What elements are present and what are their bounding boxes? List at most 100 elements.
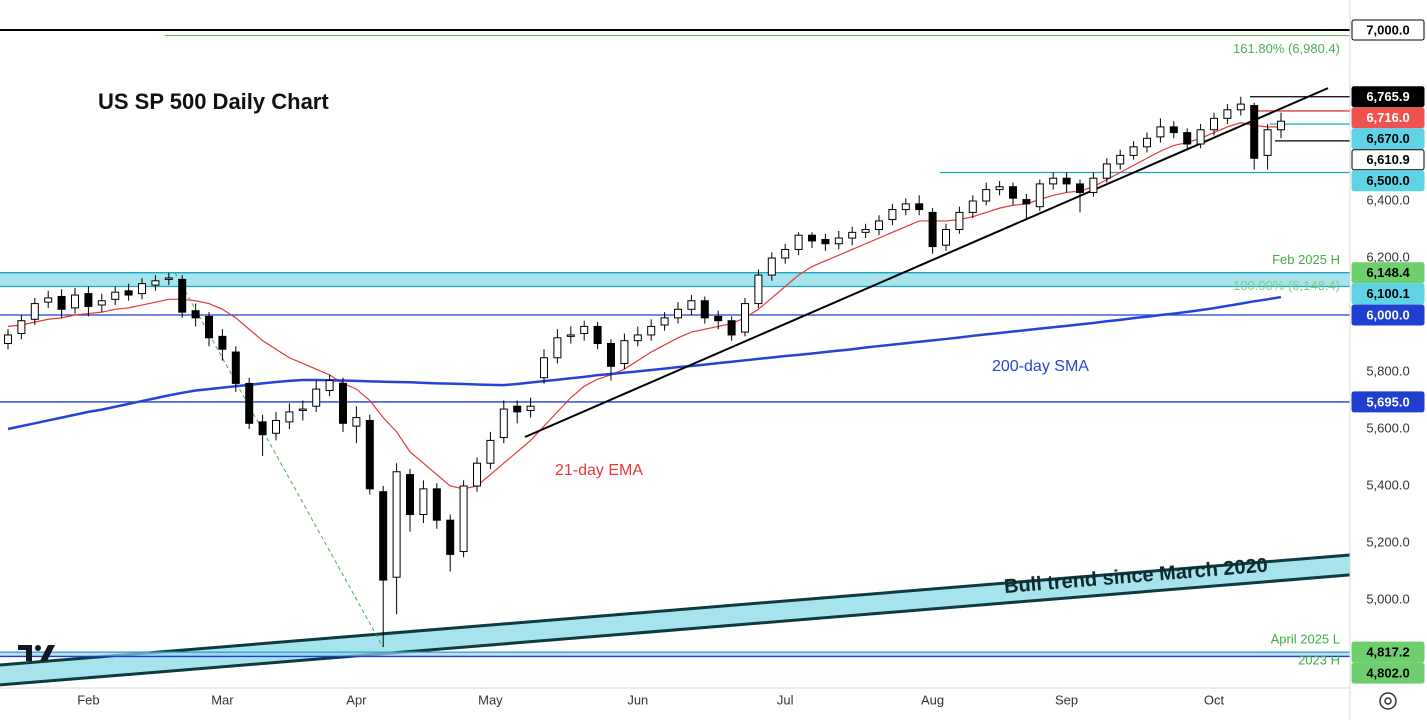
- candle-body: [901, 203, 910, 211]
- candle-body: [164, 277, 173, 280]
- y-tick-label: 5,000.0: [1366, 591, 1409, 606]
- settings-icon[interactable]: [1379, 692, 1397, 710]
- candle-body: [1022, 199, 1031, 205]
- candle-body: [231, 351, 240, 384]
- price-tag: [1351, 19, 1425, 41]
- candle-body: [339, 382, 347, 424]
- candle-body: [754, 274, 763, 305]
- price-tag: [1351, 641, 1425, 663]
- x-tick-label: Jun: [627, 692, 648, 707]
- candle-body: [1210, 117, 1218, 131]
- candle-body: [1263, 129, 1272, 156]
- candle-body: [432, 488, 441, 521]
- candle-body: [1156, 126, 1165, 138]
- y-tick-label: 6,200.0: [1366, 249, 1409, 264]
- candle-body: [124, 290, 133, 296]
- y-tick-label: 6,400.0: [1366, 192, 1409, 207]
- candle-body: [1116, 154, 1125, 165]
- candle-body: [473, 462, 481, 487]
- price-tag-label: 6,500.0: [1366, 173, 1409, 188]
- candle-body: [727, 320, 736, 336]
- sma-label: 200-day SMA: [992, 358, 1089, 375]
- candle-body: [767, 257, 776, 276]
- x-tick-label: Apr: [346, 692, 367, 707]
- x-tick-label: Aug: [921, 692, 944, 707]
- channel-upper: [0, 553, 1351, 667]
- price-tag: [1351, 170, 1425, 192]
- candle-body: [486, 439, 495, 464]
- candle-body: [982, 189, 991, 202]
- candle-body: [1196, 129, 1205, 145]
- candle-body: [17, 320, 26, 335]
- candle-body: [834, 237, 843, 245]
- candle-body: [861, 229, 870, 233]
- price-tag: [1351, 86, 1425, 108]
- candle-body: [1129, 146, 1138, 156]
- y-tick-label: 5,200.0: [1366, 534, 1409, 549]
- candle-body: [1089, 177, 1098, 193]
- candle-body: [258, 421, 267, 436]
- x-tick-label: Jul: [777, 692, 794, 707]
- candle-body: [540, 357, 548, 379]
- candle-body: [1183, 132, 1192, 145]
- candle-body: [4, 334, 12, 345]
- candle-body: [205, 315, 213, 339]
- candle-body: [392, 471, 401, 578]
- candle-body: [848, 231, 857, 239]
- indicator-line: [7, 122, 1281, 490]
- candle-body: [245, 382, 254, 424]
- candle-body: [1076, 183, 1084, 193]
- candle-body: [1236, 103, 1245, 111]
- candle-body: [1062, 177, 1071, 185]
- x-tick-label: Sep: [1055, 692, 1078, 707]
- level-name: 2023 H: [1298, 653, 1340, 668]
- candle-body: [84, 293, 93, 307]
- price-tag: [1351, 149, 1425, 171]
- candle-body: [593, 325, 602, 344]
- candle-body: [1277, 120, 1285, 131]
- candle-body: [607, 343, 615, 367]
- x-tick-label: Mar: [211, 692, 234, 707]
- candle-body: [459, 485, 468, 553]
- price-tag-label: 6,000.0: [1366, 307, 1409, 322]
- plot-area: [0, 29, 1351, 687]
- candle-body: [499, 408, 508, 439]
- price-tag: [1351, 662, 1425, 684]
- candle-body: [325, 380, 334, 392]
- candle-body: [30, 303, 39, 320]
- candle-body: [1169, 126, 1178, 134]
- candle-body: [513, 405, 522, 413]
- y-tick-label: 5,400.0: [1366, 477, 1409, 492]
- price-tag-label: 6,716.0: [1366, 110, 1409, 125]
- candle-body: [955, 211, 964, 230]
- ema-label: 21-day EMA: [555, 462, 643, 479]
- candle-body: [71, 294, 79, 309]
- candle-body: [660, 317, 669, 326]
- price-tag-label: 6,670.0: [1366, 131, 1409, 146]
- price-tag-label: 4,802.0: [1366, 666, 1409, 681]
- price-tag: [1351, 304, 1425, 326]
- candle-body: [272, 419, 280, 434]
- candle-body: [406, 474, 414, 516]
- candle-body: [285, 411, 294, 423]
- price-tag: [1351, 107, 1425, 129]
- level-name: April 2025 L: [1271, 632, 1340, 647]
- candle-body: [995, 186, 1004, 191]
- candle-body: [915, 203, 924, 211]
- tradingview-logo: [18, 645, 55, 661]
- price-tag-label: 6,100.1: [1366, 286, 1409, 301]
- channel-lower: [0, 573, 1351, 687]
- candle-body: [1035, 183, 1044, 208]
- candle-body: [633, 334, 642, 342]
- candle-body: [1250, 105, 1259, 159]
- price-tag: [1351, 128, 1425, 150]
- candle-body: [1143, 137, 1151, 148]
- candle-body: [57, 295, 66, 310]
- candle-body: [178, 278, 187, 313]
- price-tag: [1351, 391, 1425, 413]
- price-tags: 7,000.0 6,765.9 6,716.0 6,670.0 6,610.9 6,500…: [1351, 19, 1425, 684]
- price-tag-label: 4,817.2: [1366, 645, 1409, 660]
- candle-body: [781, 248, 790, 259]
- x-tick-label: Feb: [77, 692, 99, 707]
- price-tag-label: 6,610.9: [1366, 152, 1409, 167]
